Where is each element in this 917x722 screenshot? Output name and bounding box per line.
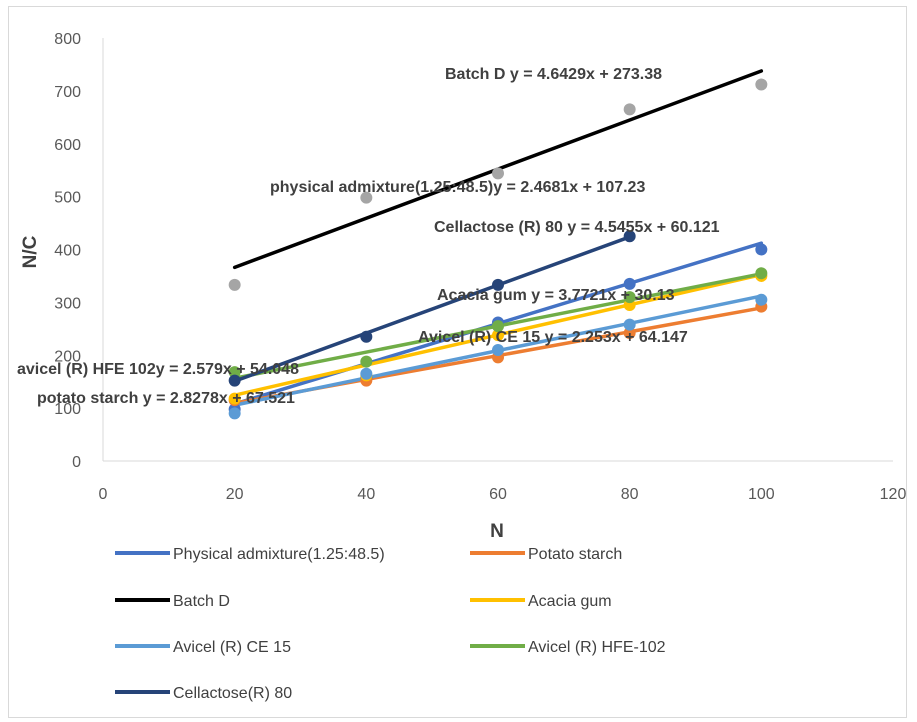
y-tick-label: 200 [54, 348, 81, 365]
legend-label: Avicel (R) CE 15 [173, 639, 291, 656]
y-tick-label: 300 [54, 295, 81, 312]
trendline-equation: Cellactose (R) 80 y = 4.5455x + 60.121 [434, 219, 720, 236]
y-tick-label: 0 [72, 454, 81, 471]
y-tick-label: 700 [54, 84, 81, 101]
y-tick-label: 600 [54, 137, 81, 154]
x-axis-title: N [490, 521, 504, 542]
trendline-equation: potato starch y = 2.8278x + 67.521 [37, 390, 295, 407]
trendline-equation: Avicel (R) CE 15 y = 2.253x + 64.147 [418, 329, 688, 346]
trendline-equation: Acacia gum y = 3.7721x + 30.13 [437, 287, 675, 304]
trendline-equation: Batch D y = 4.6429x + 273.38 [445, 66, 662, 83]
data-point [360, 367, 373, 380]
data-point [228, 366, 241, 379]
trendline-equation: avicel (R) HFE 102y = 2.579x + 54.048 [17, 361, 299, 378]
data-point [492, 343, 504, 356]
data-point [623, 277, 636, 290]
data-point [492, 320, 504, 333]
data-point [623, 327, 636, 340]
legend-label: Batch D [173, 593, 230, 610]
x-tick-label: 80 [621, 486, 639, 503]
data-point [228, 278, 241, 291]
axes: 0 20 40 60 80 100 120 0 100 200 300 400 500 600 700 800 [54, 31, 906, 503]
x-tick-label: 20 [226, 486, 244, 503]
y-tick-label: 400 [54, 243, 81, 260]
data-point [360, 191, 373, 204]
data-point [755, 243, 768, 256]
trendline [232, 235, 632, 383]
legend-label: Acacia gum [528, 593, 612, 610]
x-tick-label: 120 [880, 486, 907, 503]
x-tick-label: 0 [99, 486, 108, 503]
data-point [360, 355, 373, 368]
y-tick-label: 100 [54, 401, 81, 418]
x-tick-label: 60 [489, 486, 507, 503]
data-point [755, 293, 768, 306]
x-tick-label: 100 [748, 486, 775, 503]
legend-label: Physical admixture(1.25:48.5) [173, 546, 385, 563]
data-point [492, 278, 504, 291]
y-tick-label: 800 [54, 31, 81, 48]
data-point [492, 329, 504, 342]
data-point [755, 78, 768, 91]
y-axis-title: N/C [20, 235, 41, 268]
data-point [623, 230, 636, 243]
data-point [492, 167, 504, 180]
legend: Physical admixture(1.25:48.5) Potato star… [115, 546, 666, 702]
legend-label: Cellactose(R) 80 [173, 685, 292, 702]
data-point [623, 291, 636, 304]
y-tick-label: 500 [54, 190, 81, 207]
data-point [228, 407, 241, 420]
equation-labels: potato starch y = 2.8278x + 67.521 Batch … [17, 66, 720, 407]
x-tick-label: 40 [357, 486, 375, 503]
legend-label: Avicel (R) HFE-102 [528, 639, 666, 656]
data-point [623, 103, 636, 116]
data-points [228, 78, 768, 420]
data-point [360, 330, 373, 343]
data-point [228, 392, 241, 405]
legend-label: Potato starch [528, 546, 622, 563]
data-point [228, 374, 241, 387]
trendline-equation: physical admixture(1.25:48.5)y = 2.4681x… [270, 179, 645, 196]
data-point [755, 267, 768, 280]
data-point [623, 318, 636, 331]
